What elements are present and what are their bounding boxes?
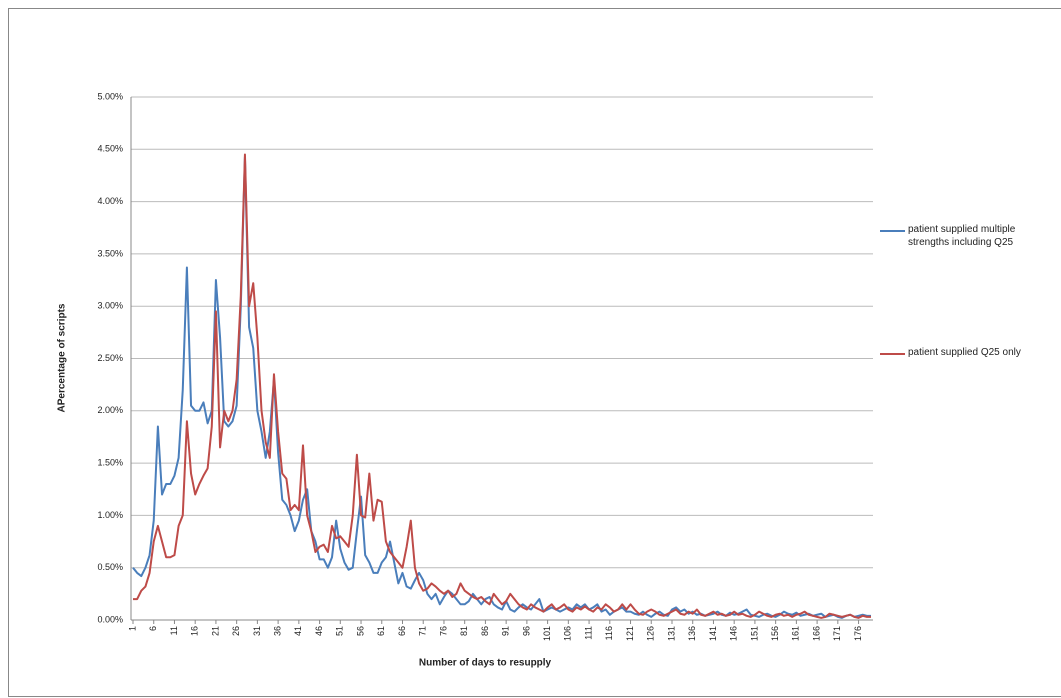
x-tick-label: 151 [749,626,759,641]
y-tick-label: 3.50% [97,248,123,258]
y-tick-label: 3.00% [97,301,123,311]
x-tick-label: 31 [252,626,262,636]
x-tick-label: 106 [563,626,573,641]
x-tick-label: 126 [646,626,656,641]
x-tick-label: 146 [729,626,739,641]
x-tick-label: 116 [604,626,614,640]
x-tick-label: 66 [397,626,407,636]
x-tick-label: 26 [231,626,241,636]
x-tick-label: 171 [832,626,842,641]
x-tick-label: 41 [293,626,303,636]
legend-label: patient supplied multiple strengths incl… [908,224,1016,248]
x-tick-label: 11 [169,626,179,635]
y-tick-label: 0.50% [97,562,123,572]
legend-label: patient supplied Q25 only [908,347,1021,358]
y-tick-label: 2.00% [97,405,123,415]
x-tick-label: 121 [625,626,635,641]
x-tick-label: 16 [190,626,200,636]
legend-item: patient supplied Q25 only [908,347,1021,358]
y-tick-label: 4.50% [97,144,123,154]
x-tick-label: 141 [708,626,718,641]
y-tick-label: 4.00% [97,196,123,206]
x-tick-label: 56 [355,626,365,636]
x-tick-label: 136 [687,626,697,641]
x-tick-label: 91 [501,626,511,636]
legend-item: patient supplied multiple strengths incl… [908,224,1016,248]
x-tick-label: 166 [811,626,821,641]
x-tick-label: 51 [335,626,345,636]
x-tick-label: 76 [438,626,448,636]
y-tick-label: 0.00% [97,614,123,624]
x-tick-label: 81 [459,626,469,636]
y-tick-label: 5.00% [97,91,123,101]
y-tick-label: 1.50% [97,457,123,467]
x-tick-label: 36 [272,626,282,636]
x-tick-label: 46 [314,626,324,636]
x-tick-label: 86 [480,626,490,636]
x-tick-label: 6 [148,626,158,631]
x-tick-label: 21 [210,626,220,636]
x-tick-label: 156 [770,626,780,641]
y-axis-title: APercentage of scripts [57,303,68,412]
x-tick-label: 96 [521,626,531,636]
x-tick-label: 61 [376,626,386,636]
chart-border [8,8,1061,697]
y-tick-label: 2.50% [97,353,123,363]
x-tick-label: 176 [853,626,863,641]
series-line [133,153,871,619]
x-tick-label: 111 [583,626,593,640]
y-tick-label: 1.00% [97,510,123,520]
x-axis-title: Number of days to resupply [419,658,552,669]
x-tick-label: 71 [418,626,428,636]
x-tick-label: 101 [542,626,552,641]
series-line [132,155,871,619]
x-tick-label: 131 [666,626,676,641]
x-tick-label: 161 [791,626,801,641]
x-tick-label: 1 [127,626,137,631]
